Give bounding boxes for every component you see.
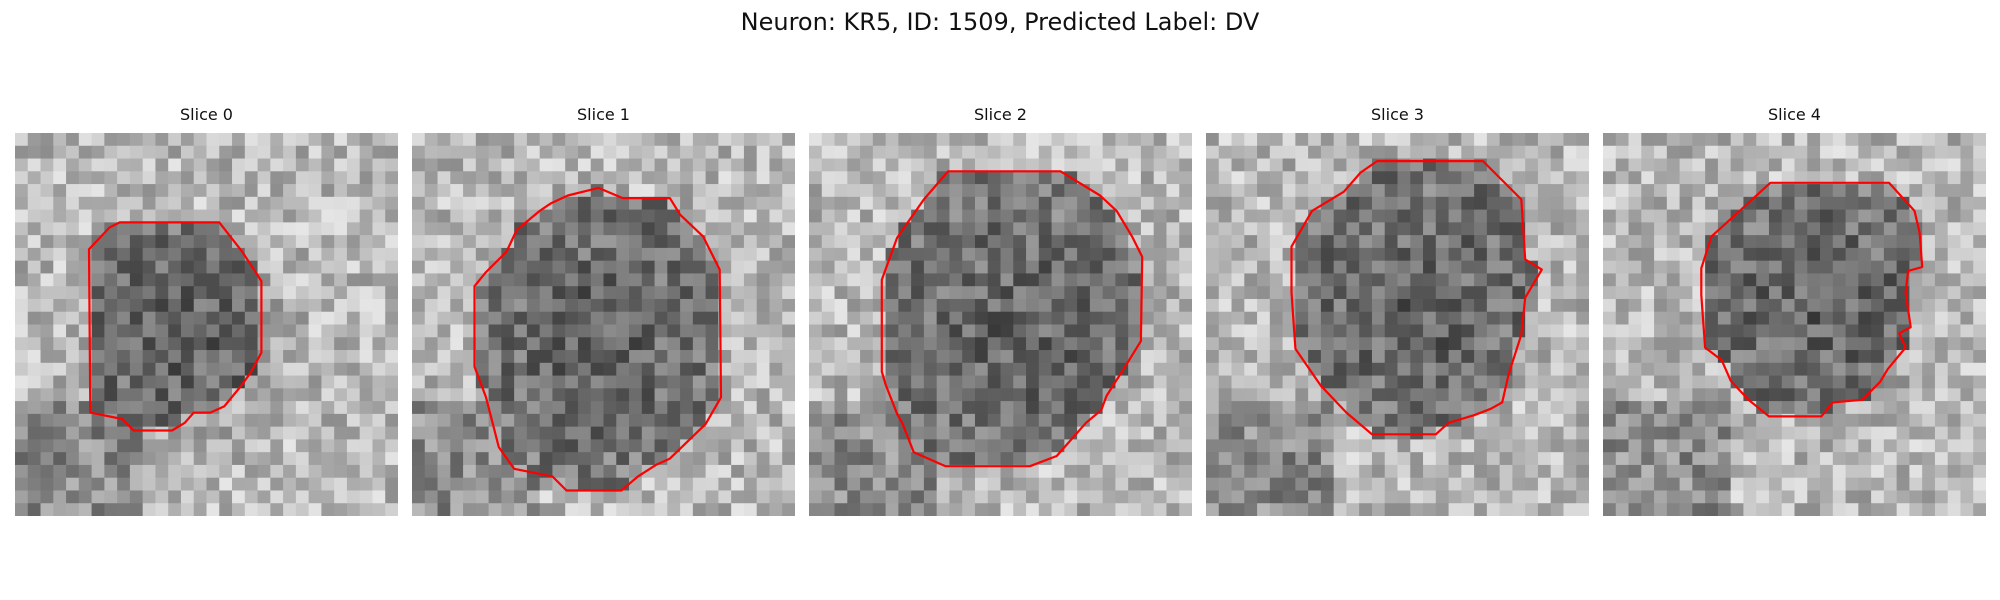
- pixel-texture: [412, 133, 795, 516]
- slice-image: [1206, 133, 1589, 516]
- slice-title: Slice 4: [1768, 105, 1821, 124]
- slice-image: [412, 133, 795, 516]
- slice-image: [15, 133, 398, 516]
- slice-image: [1603, 133, 1986, 516]
- pixel-texture: [809, 133, 1192, 516]
- slice-title: Slice 1: [577, 105, 630, 124]
- pixel-texture: [15, 133, 398, 516]
- slice-panel-3: Slice 3: [1206, 105, 1589, 521]
- figure-title: Neuron: KR5, ID: 1509, Predicted Label: …: [740, 8, 1260, 36]
- neuron-contour: [473, 186, 723, 492]
- slice-image: [809, 133, 1192, 516]
- neuron-contour: [87, 221, 263, 432]
- slice-panel-4: Slice 4: [1603, 105, 1986, 521]
- slice-panel-0: Slice 0: [15, 105, 398, 521]
- slice-title: Slice 0: [180, 105, 233, 124]
- slice-panel-2: Slice 2: [809, 105, 1192, 521]
- neuron-contour: [1290, 160, 1543, 436]
- neuron-contour: [880, 170, 1144, 468]
- pixel-texture: [1603, 133, 1986, 516]
- neuron-contour: [1700, 181, 1924, 418]
- slice-title: Slice 2: [974, 105, 1027, 124]
- slice-panel-1: Slice 1: [412, 105, 795, 521]
- slice-title: Slice 3: [1371, 105, 1424, 124]
- pixel-texture: [1206, 133, 1589, 516]
